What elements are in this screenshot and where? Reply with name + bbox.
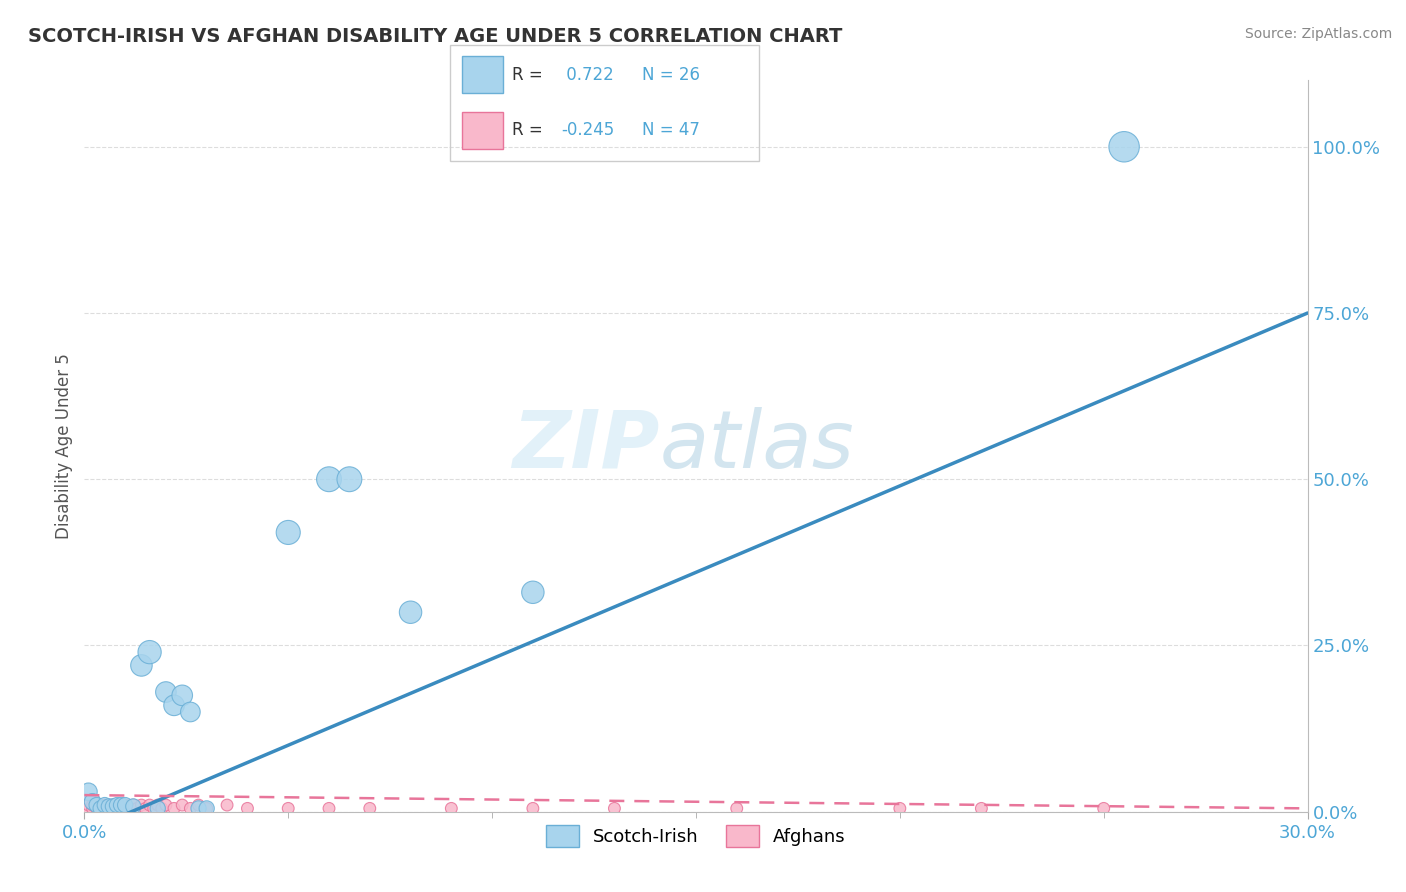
Text: ZIP: ZIP	[512, 407, 659, 485]
Point	[82, 795, 104, 809]
Point	[122, 798, 145, 813]
Point	[114, 798, 136, 813]
Point	[93, 798, 115, 813]
Point	[127, 801, 149, 815]
Point	[146, 798, 169, 813]
Point	[110, 798, 132, 813]
Point	[110, 801, 132, 815]
Point	[150, 801, 173, 815]
Point	[889, 801, 911, 815]
Point	[179, 801, 201, 815]
Point	[522, 801, 544, 815]
Point	[105, 798, 128, 813]
Point	[131, 798, 153, 813]
Point	[82, 798, 104, 813]
Point	[101, 801, 124, 815]
Point	[1114, 140, 1136, 154]
Point	[277, 525, 299, 540]
Point	[93, 801, 115, 815]
Point	[318, 472, 340, 486]
Point	[236, 801, 259, 815]
Point	[277, 801, 299, 815]
Point	[603, 801, 626, 815]
Point	[114, 798, 136, 813]
Point	[118, 801, 141, 815]
Point	[172, 798, 194, 813]
Point	[105, 798, 128, 813]
Point	[725, 801, 748, 815]
Point	[86, 801, 108, 815]
Point	[1092, 801, 1115, 815]
Point	[970, 801, 993, 815]
Point	[155, 798, 177, 813]
Point	[122, 799, 145, 814]
Point	[155, 685, 177, 699]
Point	[142, 801, 165, 815]
Text: N = 26: N = 26	[641, 66, 700, 84]
Point	[399, 605, 422, 619]
Legend: Scotch-Irish, Afghans: Scotch-Irish, Afghans	[538, 817, 853, 854]
Point	[90, 798, 112, 813]
Text: SCOTCH-IRISH VS AFGHAN DISABILITY AGE UNDER 5 CORRELATION CHART: SCOTCH-IRISH VS AFGHAN DISABILITY AGE UN…	[28, 27, 842, 45]
Point	[86, 798, 108, 813]
Point	[101, 798, 124, 813]
Point	[163, 801, 186, 815]
Point	[135, 801, 157, 815]
Point	[163, 698, 186, 713]
Text: -0.245: -0.245	[561, 121, 614, 139]
Point	[90, 801, 112, 815]
Bar	[463, 112, 502, 149]
Point	[97, 801, 120, 815]
Point	[77, 785, 100, 799]
Point	[114, 801, 136, 815]
Point	[138, 798, 160, 813]
Text: 0.722: 0.722	[561, 66, 614, 84]
Point	[77, 801, 100, 815]
Text: N = 47: N = 47	[641, 121, 700, 139]
Text: R =: R =	[512, 121, 548, 139]
Point	[90, 801, 112, 815]
Point	[146, 801, 169, 815]
Point	[195, 801, 218, 815]
Point	[101, 799, 124, 814]
Point	[105, 801, 128, 815]
Point	[339, 472, 361, 486]
Point	[359, 801, 381, 815]
Point	[97, 798, 120, 813]
Point	[172, 689, 194, 703]
Point	[522, 585, 544, 599]
Y-axis label: Disability Age Under 5: Disability Age Under 5	[55, 353, 73, 539]
Text: Source: ZipAtlas.com: Source: ZipAtlas.com	[1244, 27, 1392, 41]
Point	[318, 801, 340, 815]
Bar	[463, 56, 502, 94]
Point	[82, 801, 104, 815]
Text: R =: R =	[512, 66, 548, 84]
Point	[187, 801, 209, 815]
Point	[138, 645, 160, 659]
Point	[86, 798, 108, 813]
Point	[131, 658, 153, 673]
Point	[195, 801, 218, 815]
Point	[97, 799, 120, 814]
Point	[440, 801, 463, 815]
Point	[110, 798, 132, 813]
Point	[187, 798, 209, 813]
Point	[217, 798, 239, 813]
Point	[93, 798, 115, 813]
Point	[77, 798, 100, 813]
Text: atlas: atlas	[659, 407, 853, 485]
Point	[179, 705, 201, 719]
